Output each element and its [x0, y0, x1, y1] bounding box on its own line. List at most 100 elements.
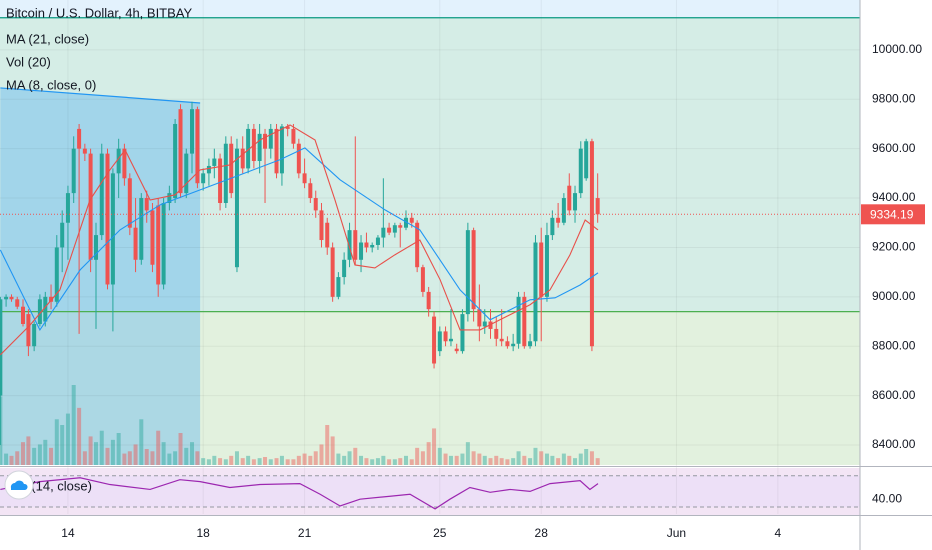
volume-bar	[561, 453, 566, 465]
volume-bar	[229, 455, 234, 465]
volume-bar	[443, 453, 448, 465]
volume-bar	[370, 459, 375, 465]
volume-bar	[403, 455, 408, 465]
volume-bar	[246, 455, 251, 465]
candle-body	[556, 217, 561, 223]
volume-bar	[432, 428, 437, 465]
candle-body	[105, 153, 110, 285]
candle-body	[173, 123, 178, 199]
volume-bar	[65, 413, 70, 465]
candle-body	[257, 133, 262, 162]
x-tick-label: 21	[298, 526, 312, 540]
candle-body	[375, 237, 380, 245]
volume-bar	[460, 453, 465, 465]
volume-bar	[263, 457, 268, 465]
y-tick-label: 9000.00	[872, 289, 916, 303]
volume-bar	[178, 433, 183, 465]
price-tag-label: 9334.19	[870, 207, 914, 221]
candle-body	[296, 143, 301, 174]
volume-bar	[522, 455, 527, 465]
price-pane	[0, 0, 860, 515]
candle-body	[9, 296, 14, 300]
volume-bar	[110, 439, 115, 465]
candle-body	[234, 148, 239, 268]
volume-bar	[32, 447, 37, 465]
candle-body	[49, 296, 54, 302]
candle-body	[522, 296, 527, 347]
candle-body	[516, 296, 521, 344]
candle-body	[443, 331, 448, 342]
volume-bar	[251, 459, 256, 465]
volume-bar	[409, 459, 414, 465]
indicator-label: MA (21, close)	[6, 31, 89, 46]
y-tick-label: 10000.00	[872, 42, 922, 56]
volume-bar	[556, 458, 561, 465]
candle-body	[494, 328, 499, 339]
volume-bar	[122, 453, 127, 465]
volume-bar	[420, 451, 425, 465]
candle-body	[336, 277, 341, 297]
candle-body	[595, 198, 600, 215]
volume-bar	[4, 453, 9, 465]
candle-body	[550, 217, 555, 236]
indicator-label: Vol (20)	[6, 54, 51, 69]
candle-body	[432, 316, 437, 364]
candle-body	[353, 230, 358, 260]
candle-body	[403, 217, 408, 228]
candle-body	[178, 109, 183, 194]
volume-bar	[173, 451, 178, 465]
candle-body	[99, 153, 104, 236]
volume-bar	[589, 451, 594, 465]
volume-bar	[482, 455, 487, 465]
candle-body	[274, 128, 279, 174]
volume-bar	[234, 451, 239, 465]
x-tick-label: Jun	[667, 526, 686, 540]
volume-bar	[319, 444, 324, 465]
candle-body	[471, 230, 476, 310]
candle-body	[122, 148, 127, 179]
y-tick-label: 9200.00	[872, 240, 916, 254]
candle-body	[82, 148, 87, 154]
logo[interactable]	[4, 470, 34, 500]
logo-cloud[interactable]	[10, 480, 28, 490]
candle-body	[561, 198, 566, 223]
volume-bar	[488, 458, 493, 465]
volume-bar	[330, 436, 335, 465]
volume-bar	[133, 444, 138, 465]
candle-body	[505, 341, 510, 347]
rsi-line	[0, 477, 599, 510]
volume-bar	[359, 455, 364, 465]
candle-body	[184, 153, 189, 194]
volume-bar	[511, 458, 516, 465]
candle-body	[190, 109, 195, 154]
volume-bar	[0, 396, 3, 465]
y-tick-label: 8600.00	[872, 388, 916, 402]
candle-body	[325, 222, 330, 248]
volume-bar	[116, 433, 121, 465]
x-tick-label: 14	[61, 526, 75, 540]
volume-bar	[313, 451, 318, 465]
volume-bar	[387, 459, 392, 465]
candle-body	[279, 126, 284, 174]
volume-bar	[218, 458, 223, 465]
x-tick-label: 4	[775, 526, 782, 540]
volume-bar	[494, 455, 499, 465]
volume-bar	[212, 455, 217, 465]
volume-bar	[60, 425, 65, 465]
candle-body	[291, 128, 296, 144]
volume-bar	[528, 458, 533, 465]
candle-body	[26, 314, 31, 347]
candle-body	[263, 133, 268, 149]
candle-body	[246, 128, 251, 169]
volume-bar	[88, 436, 93, 465]
volume-bar	[595, 458, 600, 465]
candle-body	[533, 242, 538, 342]
volume-bar	[426, 442, 431, 465]
volume-bar	[257, 458, 262, 465]
candle-body	[302, 173, 307, 184]
candle-body	[460, 314, 465, 352]
candle-body	[212, 158, 217, 166]
volume-bar	[533, 447, 538, 465]
candle-body	[156, 205, 161, 285]
